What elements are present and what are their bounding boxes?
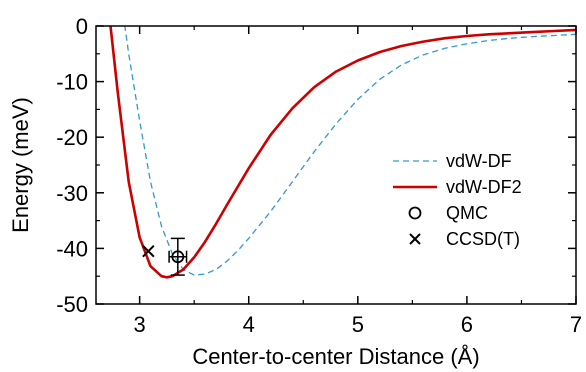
legend-label-1: vdW-DF2 [446, 177, 522, 197]
legend: vdW-DF vdW-DF2 QMC CCSD(T) [393, 151, 522, 249]
x-tick-label: 6 [461, 312, 473, 337]
y-tick-label: -10 [56, 70, 88, 95]
y-tick-label: -40 [56, 236, 88, 261]
x-tick-label: 7 [570, 312, 582, 337]
legend-label-2: QMC [446, 203, 488, 223]
y-tick-label: -50 [56, 292, 88, 317]
x-tick-label: 4 [243, 312, 255, 337]
y-tick-label: -20 [56, 125, 88, 150]
legend-swatch-ccsdt [410, 234, 420, 244]
x-axis-title: Center-to-center Distance (Å) [192, 344, 479, 369]
legend-label-3: CCSD(T) [446, 229, 520, 249]
x-tick-label: 3 [134, 312, 146, 337]
y-tick-label: -30 [56, 181, 88, 206]
legend-swatch-qmc [410, 208, 421, 219]
x-tick-label: 5 [352, 312, 364, 337]
legend-label-0: vdW-DF [446, 151, 512, 171]
y-tick-label: 0 [76, 14, 88, 39]
y-axis-title: Energy (meV) [8, 97, 33, 233]
